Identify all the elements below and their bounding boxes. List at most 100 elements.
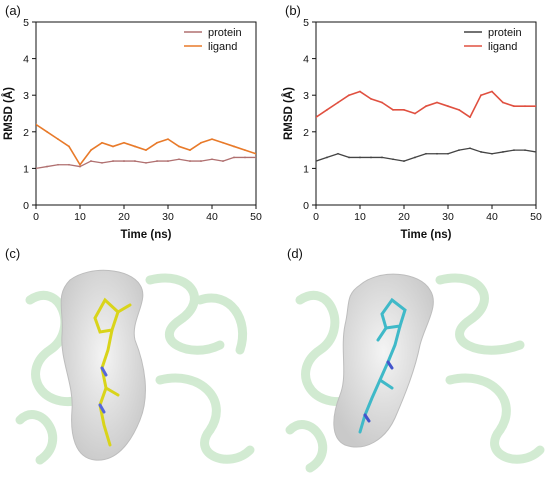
series-line-ligand: [36, 123, 256, 166]
x-tick-label: 30: [442, 211, 454, 223]
data-point-ligand: [36, 123, 37, 126]
data-point-protein: [112, 160, 114, 162]
data-point-ligand: [145, 149, 147, 152]
data-point-protein: [244, 156, 246, 159]
data-point-ligand: [90, 149, 92, 152]
data-point-ligand: [189, 149, 191, 152]
legend-label-ligand: ligand: [208, 41, 237, 53]
x-axis-label: Time (ns): [121, 229, 172, 241]
data-point-protein: [381, 156, 383, 159]
data-point-protein: [491, 152, 493, 155]
x-axis-label: Time (ns): [401, 229, 452, 241]
data-point-ligand: [233, 145, 235, 148]
data-point-ligand: [370, 97, 372, 100]
data-point-ligand: [392, 108, 394, 111]
panel-label-a: (a): [5, 3, 21, 18]
data-point-protein: [469, 147, 471, 150]
panel-label-b: (b): [285, 3, 301, 18]
series-area: [36, 123, 256, 170]
x-tick-label: 0: [313, 211, 319, 223]
protein-cartoon-d: [285, 273, 545, 473]
structure-render-c: [0, 263, 270, 477]
y-tick-label: 0: [23, 200, 29, 212]
data-point-protein: [337, 152, 339, 155]
rmsd-chart-b: 0 10 20 30 40 50 0 1 2 3 4 5 Time (ns) RMSD (Å) protei…: [282, 17, 542, 241]
data-point-protein: [145, 162, 147, 164]
data-point-ligand: [316, 116, 317, 119]
data-point-ligand: [326, 108, 328, 111]
y-tick-label: 4: [23, 54, 29, 66]
y-axis-label: RMSD (Å): [282, 87, 295, 140]
data-point-protein: [316, 160, 317, 162]
y-tick-label: 0: [303, 200, 309, 212]
structure-render-d: [282, 263, 550, 477]
data-point-ligand: [381, 101, 383, 104]
data-point-ligand: [79, 163, 81, 166]
binding-pocket-surface-d: [333, 273, 434, 448]
data-point-ligand: [469, 116, 471, 119]
data-point-protein: [123, 160, 125, 162]
legend-label-protein: protein: [208, 27, 242, 39]
y-tick-label: 3: [303, 90, 309, 102]
data-point-ligand: [414, 112, 416, 115]
panel-label-c: (c): [5, 246, 20, 261]
data-point-protein: [68, 163, 70, 166]
data-point-protein: [167, 160, 169, 162]
data-point-protein: [36, 167, 37, 170]
protein-cartoon-c: [15, 273, 255, 465]
ligand-heteroatoms-c: [98, 366, 108, 414]
y-tick-label: 2: [303, 127, 309, 139]
data-point-protein: [436, 152, 438, 155]
data-point-ligand: [491, 90, 493, 93]
data-point-protein: [403, 160, 405, 162]
series-line-protein: [316, 147, 536, 162]
data-point-ligand: [156, 141, 158, 144]
data-point-ligand: [255, 152, 256, 155]
data-point-protein: [211, 158, 213, 161]
y-tick-label: 3: [23, 90, 29, 102]
data-point-protein: [447, 152, 449, 155]
data-point-ligand: [46, 130, 48, 133]
x-tick-label: 50: [530, 211, 542, 223]
data-point-protein: [178, 158, 180, 161]
y-tick-label: 1: [303, 163, 309, 175]
data-point-protein: [233, 156, 235, 159]
series-area: [316, 90, 536, 162]
data-point-ligand: [535, 105, 536, 108]
data-point-protein: [513, 149, 515, 152]
data-point-protein: [348, 156, 350, 159]
data-point-ligand: [244, 149, 246, 152]
data-point-ligand: [436, 101, 438, 104]
data-point-protein: [101, 162, 103, 164]
x-tick-label: 50: [250, 211, 262, 223]
data-point-protein: [57, 163, 59, 166]
data-point-protein: [458, 149, 460, 152]
data-point-protein: [414, 156, 416, 159]
x-tick-label: 10: [74, 211, 86, 223]
data-point-ligand: [167, 138, 169, 141]
data-point-protein: [359, 156, 361, 159]
data-point-ligand: [200, 141, 202, 144]
data-point-ligand: [502, 101, 504, 104]
data-point-protein: [502, 151, 504, 153]
y-tick-label: 2: [23, 127, 29, 139]
data-point-protein: [255, 156, 256, 159]
data-point-ligand: [134, 145, 136, 148]
plot-frame: [35, 21, 257, 206]
y-tick-label: 5: [23, 17, 29, 29]
data-point-protein: [392, 158, 394, 161]
x-tick-label: 40: [486, 211, 498, 223]
x-tick-label: 20: [118, 211, 130, 223]
data-point-ligand: [337, 101, 339, 104]
data-point-ligand: [513, 105, 515, 108]
y-tick-label: 5: [303, 17, 309, 29]
legend-label-ligand: ligand: [488, 41, 517, 53]
data-point-protein: [370, 156, 372, 159]
data-point-protein: [222, 160, 224, 162]
x-tick-label: 30: [162, 211, 174, 223]
data-point-ligand: [458, 108, 460, 111]
data-point-ligand: [348, 94, 350, 97]
data-point-protein: [535, 151, 536, 153]
y-tick-label: 1: [23, 163, 29, 175]
ligand-heteroatoms-d: [363, 360, 394, 423]
